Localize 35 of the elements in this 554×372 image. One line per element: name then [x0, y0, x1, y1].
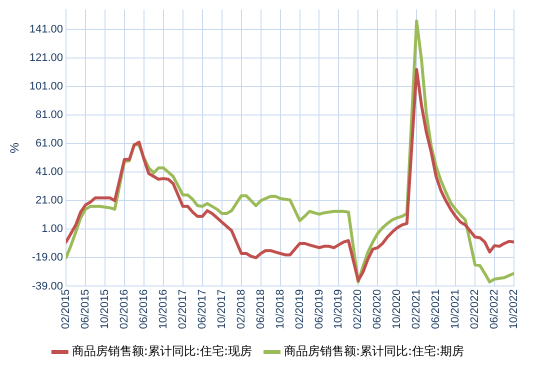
x-tick-label: 06/2018 — [254, 289, 267, 330]
x-tick-label: 10/2017 — [216, 289, 228, 330]
y-tick-label: 61.00 — [36, 138, 64, 150]
x-tick-label: 06/2016 — [138, 289, 150, 330]
y-tick-label: 121.00 — [29, 52, 64, 64]
y-tick-label: 1.00 — [42, 223, 64, 236]
x-tick-label: 10/2019 — [332, 289, 345, 330]
x-tick-label: 02/2016 — [118, 289, 131, 330]
x-tick-label: 06/2015 — [80, 289, 92, 330]
x-tick-label: 02/2020 — [352, 289, 364, 330]
y-tick-label: 21.00 — [36, 194, 64, 207]
x-tick-label: 06/2021 — [430, 289, 442, 330]
x-tick-label: 10/2016 — [157, 289, 170, 330]
legend-label: 商品房销售额:累计同比:住宅:现房 — [72, 344, 252, 358]
x-tick-label: 10/2020 — [391, 289, 404, 330]
x-tick-label: 06/2020 — [372, 289, 384, 330]
y-tick-label: 41.00 — [36, 166, 64, 178]
x-tick-label: 10/2021 — [450, 289, 462, 330]
x-tick-label: 06/2019 — [313, 289, 326, 330]
x-tick-label: 10/2015 — [99, 289, 112, 330]
y-tick-label: 101.00 — [29, 80, 64, 93]
x-tick-label: 02/2017 — [176, 289, 189, 330]
y-tick-label: 141.00 — [29, 24, 64, 36]
x-tick-label: 02/2019 — [294, 289, 306, 330]
x-tick-label: 10/2022 — [508, 289, 520, 330]
y-tick-label: -19.00 — [32, 252, 64, 264]
x-tick-label: 02/2021 — [410, 289, 423, 330]
legend-label: 商品房销售额:累计同比:住宅:期房 — [284, 344, 464, 358]
x-tick-label: 06/2022 — [488, 289, 501, 330]
x-tick-label: 02/2022 — [469, 289, 482, 330]
y-axis-title: % — [8, 142, 22, 154]
x-tick-label: 10/2018 — [274, 289, 286, 330]
x-tick-label: 02/2018 — [235, 289, 248, 330]
x-tick-label: 06/2017 — [196, 289, 208, 330]
y-tick-label: 81.00 — [36, 109, 64, 122]
